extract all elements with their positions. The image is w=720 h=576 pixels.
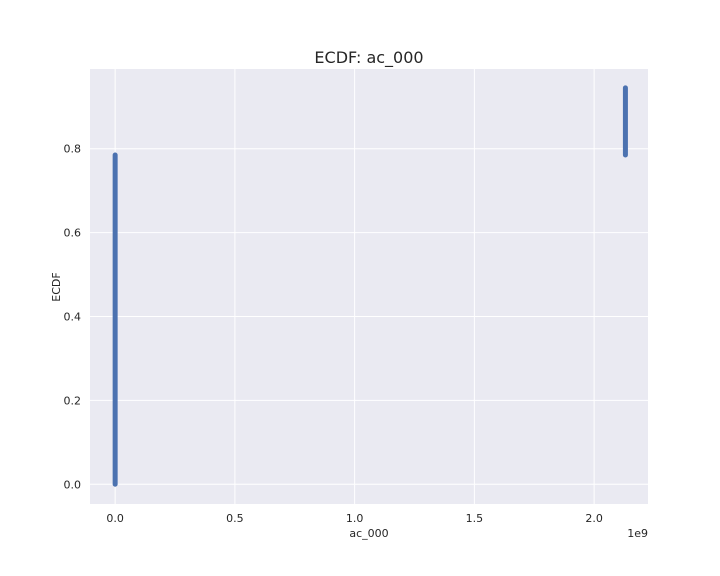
x-axis-offset-label: 1e9 bbox=[627, 527, 648, 540]
y-tick-labels: 0.0 0.2 0.4 0.6 0.8 bbox=[64, 143, 82, 492]
x-tick-label: 1.5 bbox=[466, 512, 484, 525]
y-tick-label: 0.6 bbox=[64, 227, 82, 240]
x-tick-label: 0.5 bbox=[226, 512, 244, 525]
y-axis-label: ECDF bbox=[50, 272, 63, 301]
x-tick-labels: 0.0 0.5 1.0 1.5 2.0 bbox=[106, 512, 602, 525]
y-tick-label: 0.4 bbox=[64, 310, 82, 323]
x-tick-label: 2.0 bbox=[585, 512, 603, 525]
x-tick-label: 1.0 bbox=[346, 512, 364, 525]
data-marks bbox=[112, 85, 628, 487]
grid-lines bbox=[90, 69, 648, 504]
x-tick-label: 0.0 bbox=[106, 512, 124, 525]
plot-area bbox=[90, 69, 648, 504]
y-tick-label: 0.2 bbox=[64, 394, 82, 407]
y-tick-label: 0.0 bbox=[64, 478, 82, 491]
x-axis-label: ac_000 bbox=[349, 527, 388, 540]
y-tick-label: 0.8 bbox=[64, 143, 82, 156]
chart-title: ECDF: ac_000 bbox=[314, 48, 423, 68]
